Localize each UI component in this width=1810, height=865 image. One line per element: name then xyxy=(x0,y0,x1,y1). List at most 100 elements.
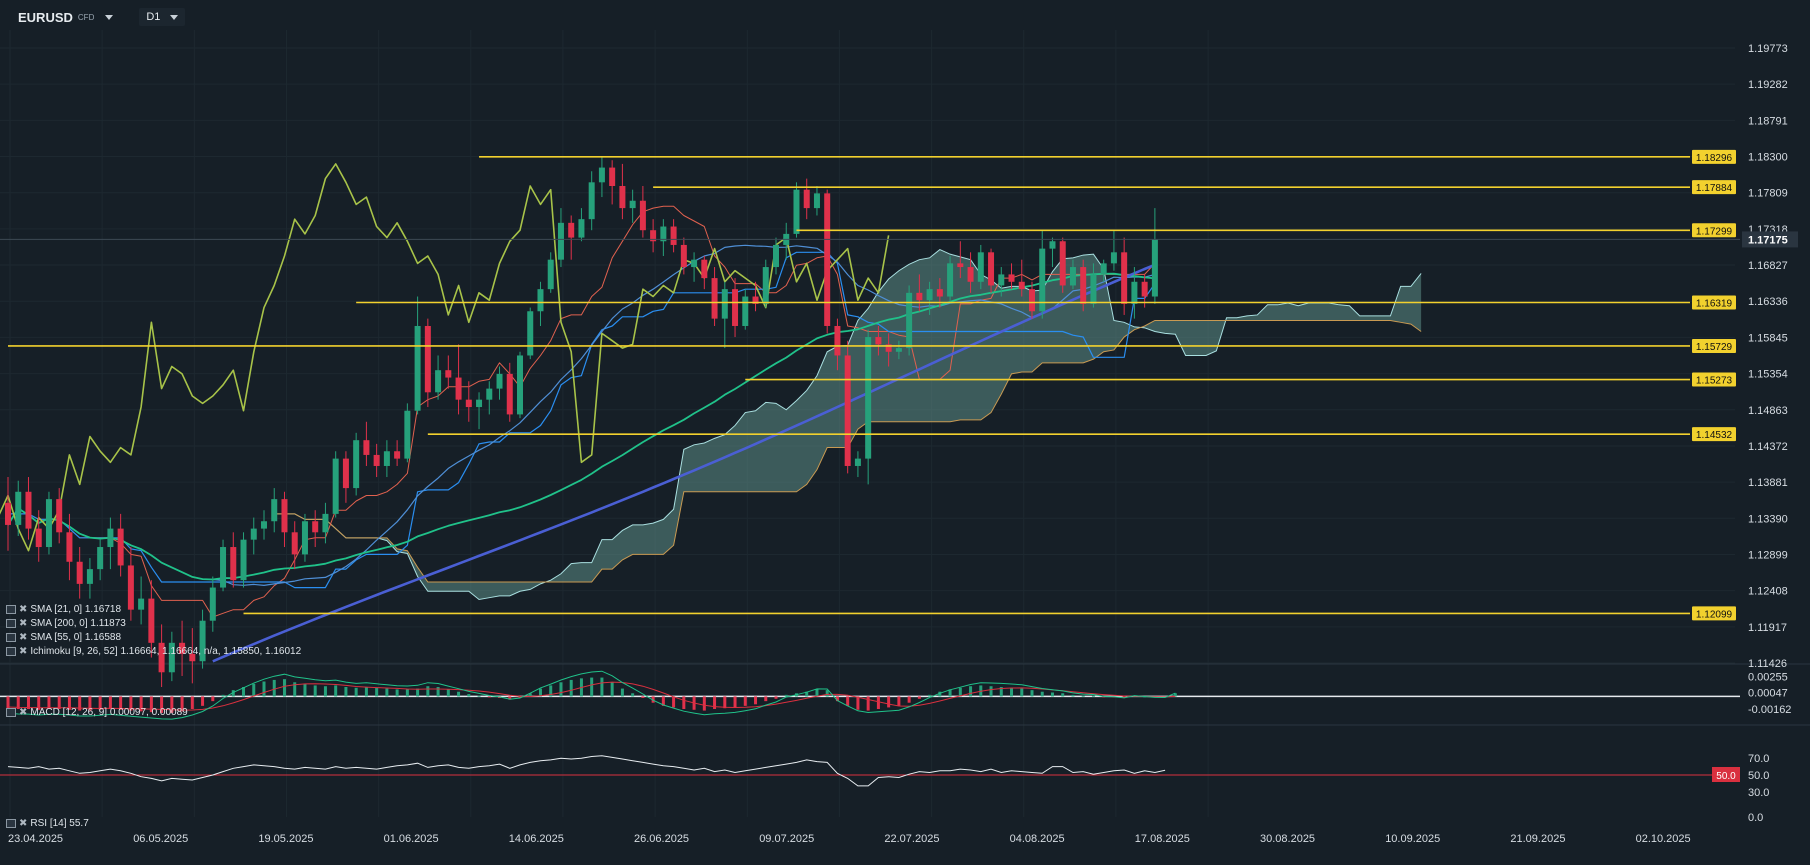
rsi-tick-label: 70.0 xyxy=(1748,753,1769,765)
candle-body xyxy=(1080,267,1087,304)
date-tick-label: 21.09.2025 xyxy=(1510,833,1565,845)
close-icon[interactable]: ✖ xyxy=(19,632,28,643)
legend-sma55-text: SMA [55, 0] 1.16588 xyxy=(30,632,122,643)
macd-bar xyxy=(221,694,225,697)
symbol-selector[interactable]: EURUSD CFD xyxy=(18,10,114,25)
candle-body xyxy=(127,565,134,610)
macd-bar xyxy=(385,688,389,697)
candle-body xyxy=(711,278,718,319)
level-label[interactable]: 1.16319 xyxy=(1696,298,1733,309)
settings-icon[interactable] xyxy=(6,708,16,717)
date-tick-label: 01.06.2025 xyxy=(384,833,439,845)
candle-body xyxy=(168,642,175,673)
macd-bar xyxy=(989,686,993,697)
candle-body xyxy=(895,348,902,352)
candle-body xyxy=(834,325,841,356)
macd-bar xyxy=(559,682,563,697)
current-price-bg xyxy=(1742,231,1798,248)
close-icon[interactable]: ✖ xyxy=(19,618,28,629)
current-price-label[interactable]: 1.17175 xyxy=(1748,234,1788,246)
macd-bar xyxy=(528,693,532,697)
legend-sma55[interactable]: ✖ SMA [55, 0] 1.16588 xyxy=(6,632,121,643)
macd-bar xyxy=(590,677,594,697)
candle-body xyxy=(435,370,442,393)
legend-ichimoku[interactable]: ✖ Ichimoku [9, 26, 52] 1.16664, 1.16664,… xyxy=(6,646,301,657)
legend-rsi[interactable]: ✖ RSI [14] 55.7 xyxy=(6,818,89,829)
symbol-type: CFD xyxy=(77,12,95,22)
toolbar: EURUSD CFD D1 xyxy=(0,0,186,34)
settings-icon[interactable] xyxy=(6,647,16,656)
macd-bar xyxy=(78,696,82,711)
level-label[interactable]: 1.15729 xyxy=(1696,342,1733,353)
macd-bar xyxy=(518,696,522,698)
macd-bar xyxy=(917,696,921,699)
macd-bar xyxy=(620,688,624,697)
candle-body xyxy=(353,440,360,489)
macd-bar xyxy=(846,696,850,706)
level-label[interactable]: 1.15273 xyxy=(1696,376,1733,387)
candle-body xyxy=(854,458,861,466)
macd-bar xyxy=(303,683,307,697)
legend-sma200[interactable]: ✖ SMA [200, 0] 1.11873 xyxy=(6,618,126,629)
candle-body xyxy=(609,167,616,187)
macd-bar xyxy=(282,679,286,697)
price-tick-label: 1.11917 xyxy=(1748,622,1787,634)
candle-body xyxy=(138,598,145,610)
candle-body xyxy=(332,458,339,514)
candle-body xyxy=(629,200,636,209)
macd-bar xyxy=(313,685,317,697)
macd-bar xyxy=(405,689,409,697)
macd-bar xyxy=(713,696,717,709)
close-icon[interactable]: ✖ xyxy=(19,818,28,829)
level-label-bg xyxy=(1692,149,1736,164)
candle-body xyxy=(803,189,810,209)
settings-icon[interactable] xyxy=(6,619,16,628)
horizontal-levels[interactable]: 1.18296 1.17884 1.17299 1.16319 1.15729 1.152… xyxy=(8,149,1736,621)
candle-body xyxy=(107,528,114,548)
macd-bar xyxy=(242,687,246,697)
candle-body xyxy=(312,521,319,533)
level-label[interactable]: 1.12099 xyxy=(1696,609,1733,620)
level-label[interactable]: 1.14532 xyxy=(1696,430,1733,441)
macd-bar xyxy=(119,696,123,710)
macd-bar xyxy=(887,696,891,708)
candle-body xyxy=(86,569,93,584)
candle-body xyxy=(762,267,769,304)
time-axis[interactable]: 23.04.2025 06.05.2025 19.05.2025 01.06.2025… xyxy=(8,833,1691,845)
settings-icon[interactable] xyxy=(6,605,16,614)
candle-body xyxy=(926,289,933,301)
level-label[interactable]: 1.17884 xyxy=(1696,183,1733,194)
date-tick-label: 09.07.2025 xyxy=(759,833,814,845)
candle-body xyxy=(261,521,267,529)
level-label[interactable]: 1.17299 xyxy=(1696,226,1733,237)
legend-sma21[interactable]: ✖ SMA [21, 0] 1.16718 xyxy=(6,604,121,615)
candle-body xyxy=(506,373,513,415)
close-icon[interactable]: ✖ xyxy=(19,646,28,657)
chevron-down-icon[interactable] xyxy=(105,14,114,20)
macd-bar xyxy=(139,696,143,712)
close-icon[interactable]: ✖ xyxy=(19,604,28,615)
macd-bar xyxy=(1061,693,1065,697)
legend-ichimoku-text: Ichimoku [9, 26, 52] 1.16664, 1.16664, n… xyxy=(30,646,302,657)
macd-bar xyxy=(1020,688,1024,697)
settings-icon[interactable] xyxy=(6,819,16,828)
level-label[interactable]: 1.18296 xyxy=(1696,153,1733,164)
candle-body xyxy=(281,499,288,533)
candle-body xyxy=(639,200,646,231)
candle-body xyxy=(342,458,349,489)
legend-macd[interactable]: ✖ MACD [12, 26, 9] 0.00097, 0.00089 xyxy=(6,707,188,718)
candle-body xyxy=(209,587,216,621)
macd-bar xyxy=(907,696,911,703)
candle-body xyxy=(875,337,882,345)
candle-body xyxy=(1039,248,1046,312)
close-icon[interactable]: ✖ xyxy=(19,707,28,718)
settings-icon[interactable] xyxy=(6,633,16,642)
price-axis[interactable]: 1.197731.192821.187911.183001.178091.173… xyxy=(0,43,1798,670)
chevron-down-icon[interactable] xyxy=(170,14,179,20)
macd-bar xyxy=(108,696,112,709)
timeframe-selector[interactable]: D1 xyxy=(139,8,186,26)
macd-bar xyxy=(98,696,102,710)
macd-bar xyxy=(774,696,778,699)
candles xyxy=(5,156,1158,688)
